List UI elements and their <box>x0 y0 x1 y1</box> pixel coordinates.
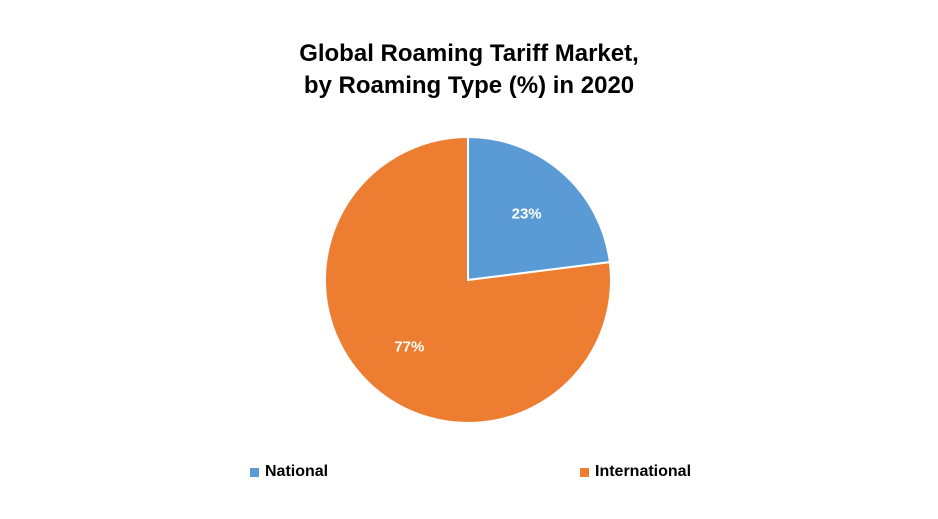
slice-label-international: 77% <box>394 339 424 356</box>
pie-slices <box>324 135 612 424</box>
legend-swatch-international <box>580 467 589 477</box>
legend-item-international: International <box>580 463 691 481</box>
legend-label-national: National <box>265 463 329 480</box>
pie-slice-labels: 23% 77% <box>394 205 541 355</box>
slice-label-national: 23% <box>512 205 542 222</box>
chart-title-line-1: Global Roaming Tariff Market, <box>299 40 639 67</box>
legend-label-international: International <box>595 463 692 480</box>
legend-item-national: National <box>250 463 328 481</box>
chart-title: Global Roaming Tariff Market, by Roaming… <box>0 38 938 102</box>
legend-swatch-national <box>250 467 259 477</box>
slice-international <box>324 135 612 424</box>
chart-title-line-2: by Roaming Type (%) in 2020 <box>303 72 635 99</box>
slice-national <box>467 135 611 282</box>
